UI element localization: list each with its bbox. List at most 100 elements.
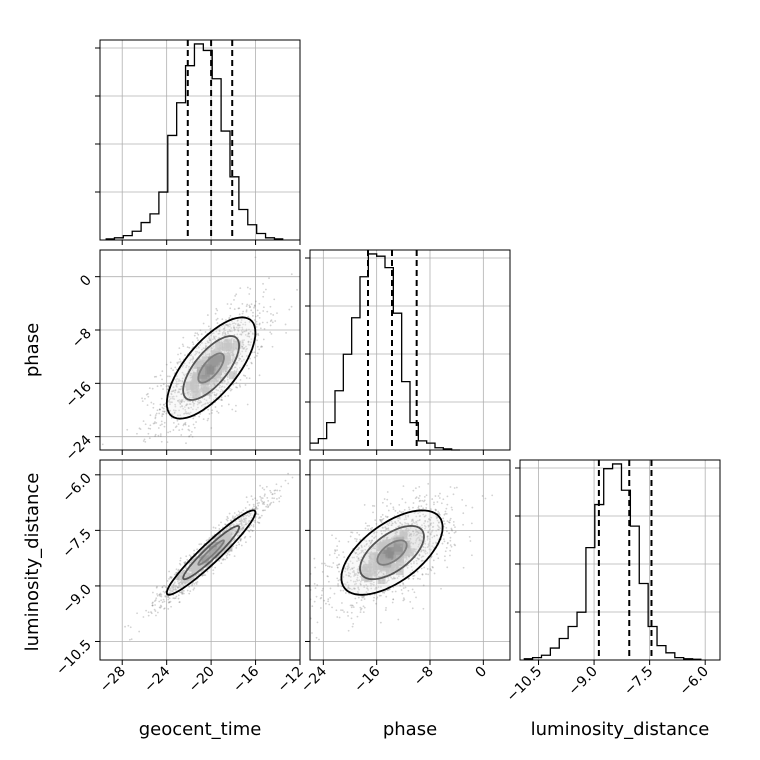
scatter-point: [313, 557, 316, 560]
scatter-point: [231, 351, 234, 353]
scatter-point: [207, 341, 209, 344]
panel-border: [519, 459, 721, 661]
scatter-point: [394, 521, 396, 524]
scatter-point: [267, 505, 270, 508]
scatter-point: [256, 499, 258, 502]
scatter-point: [188, 435, 191, 438]
scatter-point: [378, 570, 381, 573]
scatter-point: [201, 574, 204, 577]
scatter-point: [408, 506, 410, 509]
scatter-point: [174, 389, 177, 392]
scatter-point: [420, 540, 423, 543]
scatter-point: [147, 395, 150, 398]
scatter-point: [185, 442, 187, 445]
scatter-point: [402, 597, 405, 600]
scatter-point: [356, 571, 359, 573]
scatter-point: [206, 419, 209, 422]
scatter-point: [351, 588, 353, 591]
scatter-point: [209, 339, 212, 342]
scatter-point: [270, 312, 272, 315]
scatter-point: [224, 395, 227, 398]
scatter-point: [235, 363, 238, 366]
scatter-point: [429, 533, 432, 536]
scatter-point: [399, 521, 401, 524]
scatter-point: [358, 533, 361, 536]
scatter-point: [258, 502, 260, 504]
scatter-point: [438, 512, 441, 514]
scatter-point: [261, 509, 264, 512]
scatter-point: [258, 322, 261, 325]
scatter-point: [287, 472, 290, 475]
scatter-point: [175, 382, 178, 385]
scatter-point: [246, 514, 249, 516]
scatter-point: [263, 495, 266, 497]
scatter-point: [359, 582, 362, 585]
scatter-point: [221, 381, 224, 384]
scatter-point: [166, 388, 169, 391]
x-tick-label: −28: [97, 664, 129, 696]
scatter-point: [415, 596, 417, 599]
scatter-point: [154, 417, 157, 420]
scatter-point: [191, 369, 194, 371]
scatter-point: [411, 607, 414, 610]
scatter-point: [151, 591, 154, 594]
scatter-point: [386, 536, 389, 539]
scatter-point: [231, 358, 233, 361]
scatter-point: [410, 562, 413, 565]
scatter-point: [217, 337, 220, 340]
scatter-point: [343, 611, 345, 613]
scatter-point: [284, 479, 287, 482]
scatter-point: [235, 404, 237, 407]
scatter-point: [162, 383, 165, 386]
scatter-point: [231, 529, 234, 532]
scatter-point: [145, 393, 148, 396]
scatter-point: [420, 560, 423, 563]
scatter-point: [169, 589, 172, 592]
scatter-point: [215, 393, 218, 395]
scatter-point: [379, 518, 382, 521]
scatter-point: [343, 556, 346, 559]
scatter-point: [263, 327, 266, 330]
scatter-point: [191, 358, 194, 361]
scatter-point: [364, 522, 367, 525]
scatter-point: [388, 522, 391, 524]
contour-level-3: [165, 316, 257, 420]
scatter-point: [243, 524, 246, 526]
scatter-point: [381, 518, 384, 521]
scatter-point: [401, 524, 404, 527]
panel-background: [100, 250, 300, 450]
density-block: [190, 384, 199, 393]
scatter-point: [179, 388, 181, 391]
scatter-point: [194, 400, 197, 403]
scatter-point: [235, 544, 238, 547]
scatter-point: [263, 501, 266, 504]
scatter-point: [173, 588, 176, 591]
scatter-point: [126, 428, 129, 431]
scatter-point: [379, 520, 382, 523]
scatter-point: [160, 420, 163, 423]
scatter-point: [236, 386, 239, 389]
scatter-point: [353, 587, 355, 590]
scatter-point: [160, 440, 163, 443]
scatter-point: [201, 574, 204, 577]
scatter-point: [198, 401, 201, 404]
scatter-point: [449, 517, 452, 520]
scatter-point: [217, 389, 219, 392]
scatter-point: [238, 326, 241, 329]
scatter-point: [187, 393, 190, 396]
scatter-point: [182, 592, 185, 595]
scatter-point: [184, 385, 187, 388]
scatter-point: [239, 287, 242, 290]
scatter-point: [235, 523, 238, 525]
scatter-point: [174, 588, 177, 591]
scatter-point: [400, 528, 402, 531]
scatter-point: [191, 408, 194, 411]
density-block: [201, 376, 210, 385]
scatter-point: [247, 332, 250, 334]
scatter-point: [379, 540, 382, 543]
scatter-point: [384, 526, 387, 528]
scatter-point: [179, 414, 182, 417]
scatter-point: [387, 527, 390, 530]
scatter-point: [337, 563, 340, 566]
scatter-point: [418, 494, 421, 497]
